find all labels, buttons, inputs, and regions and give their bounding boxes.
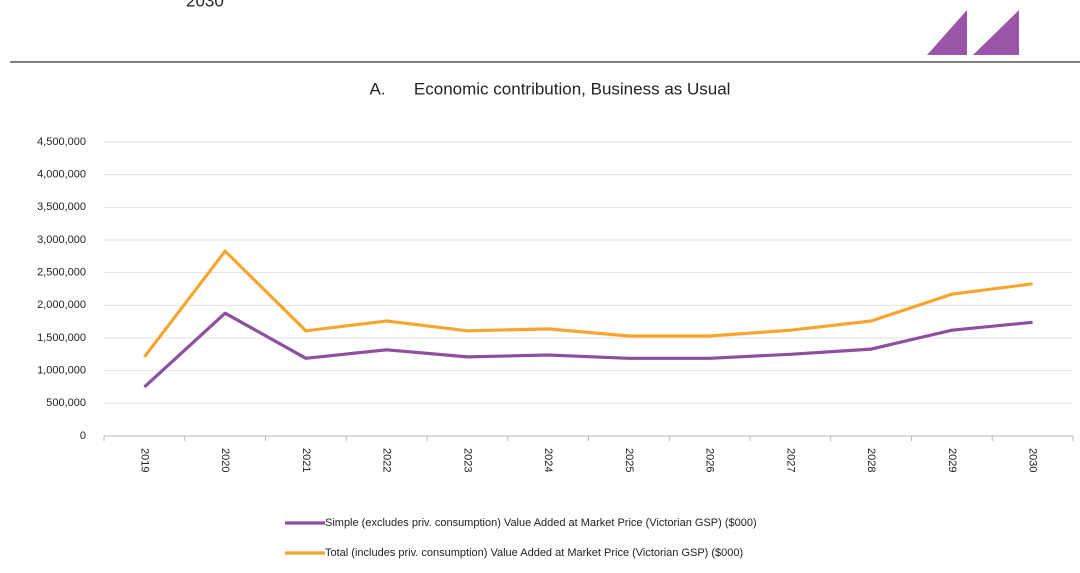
x-tick-label: 2027 [784,448,796,472]
y-tick-label: 3,500,000 [37,201,86,213]
y-tick-label: 4,500,000 [37,136,86,148]
x-tick-label: 2026 [704,448,716,472]
y-tick-label: 1,000,000 [37,365,86,377]
series-line [143,311,1033,389]
legend-label: Simple (excludes priv. consumption) Valu… [325,517,757,529]
y-tick-label: 0 [80,430,86,442]
x-tick-label: 2023 [461,448,473,472]
x-tick-label: 2028 [865,448,877,472]
x-tick-label: 2022 [381,448,393,472]
x-tick-label: 2021 [300,448,312,472]
x-tick-label: 2019 [138,448,150,472]
x-tick-label: 2024 [542,448,554,472]
y-tick-label: 500,000 [46,397,86,409]
logo-triangle [973,10,1019,55]
logo-triangle [927,10,967,55]
series-line [143,249,1033,358]
y-tick-label: 3,000,000 [37,234,86,246]
header-fragment: 2030 [186,0,224,10]
x-tick-label: 2025 [623,448,635,472]
x-tick-label: 2020 [219,448,231,472]
y-tick-label: 1,500,000 [37,332,86,344]
chart-title: A. Economic contribution, Business as Us… [370,79,731,98]
y-tick-label: 2,500,000 [37,267,86,279]
x-tick-label: 2029 [946,448,958,472]
legend-label: Total (includes priv. consumption) Value… [325,547,743,559]
y-tick-label: 4,000,000 [37,169,86,181]
y-tick-label: 2,000,000 [37,299,86,311]
x-tick-label: 2030 [1027,448,1039,472]
